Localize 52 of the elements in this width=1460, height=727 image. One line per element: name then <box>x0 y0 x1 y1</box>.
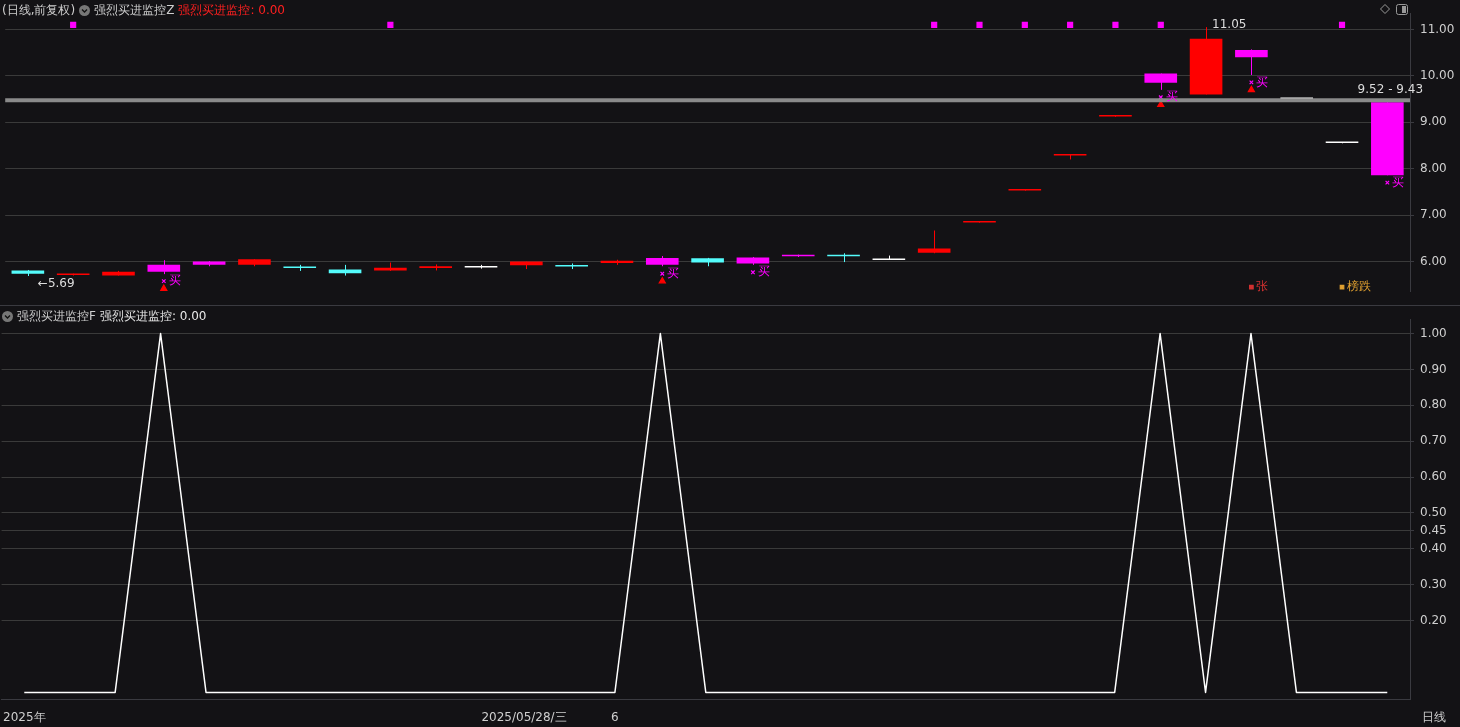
y-tick-label: 0.20 <box>1420 612 1447 627</box>
x-tick-label: 2025/05/28/三 <box>481 709 567 724</box>
point <box>1021 21 1028 28</box>
data-label: 买 <box>757 264 770 279</box>
y-tick-label: 0.70 <box>1420 433 1447 448</box>
candlestick <box>1235 48 1268 76</box>
x-tick-label: 6 <box>611 709 619 724</box>
y-tick-label: 10.00 <box>1420 68 1455 83</box>
data-label: 买 <box>1392 174 1405 189</box>
data-label: 买 <box>667 265 680 280</box>
text: 日线 <box>1422 709 1446 726</box>
y-tick-label: 0.90 <box>1420 361 1447 376</box>
band-label: 9.52 - 9.43 <box>1357 82 1424 97</box>
y-tick-label: 7.00 <box>1420 207 1447 222</box>
data-label: 买 <box>1165 89 1178 104</box>
point <box>1157 21 1164 28</box>
data-label: 张 <box>1256 279 1269 294</box>
annotation: ←5.69 <box>37 276 75 291</box>
chart-title: (日线,前复权) <box>2 2 76 19</box>
point <box>160 284 168 291</box>
data-label: 买 <box>1256 74 1269 89</box>
chart-title: 强烈买进监控F <box>17 308 96 325</box>
y-tick-label: 0.45 <box>1420 523 1447 538</box>
data-label: 榜跌 <box>1347 279 1372 294</box>
y-tick-label: 0.40 <box>1420 541 1447 555</box>
y-tick-label: 0.50 <box>1420 505 1447 520</box>
point <box>1067 21 1074 28</box>
annotation: 11.05 <box>1212 17 1247 32</box>
y-tick-label: 0.80 <box>1420 397 1447 412</box>
point <box>1247 85 1256 93</box>
point <box>1338 21 1346 28</box>
point <box>658 277 666 284</box>
point <box>387 21 394 28</box>
point <box>1339 284 1345 290</box>
point <box>1249 284 1254 290</box>
y-tick-label: 0.60 <box>1420 469 1447 484</box>
y-tick-label: 1.00 <box>1420 325 1447 340</box>
y-tick-label: 6.00 <box>1420 253 1447 268</box>
y-tick-label: 9.00 <box>1420 114 1447 129</box>
point <box>976 21 983 28</box>
point <box>931 21 938 28</box>
data-label: 买 <box>168 273 181 288</box>
point <box>70 21 77 28</box>
y-tick-label: 0.30 <box>1420 576 1447 591</box>
x-tick-label: 2025年 <box>3 709 46 724</box>
point <box>750 269 756 275</box>
annotation: 强烈买进监控: 0.00 <box>178 2 285 19</box>
chart-subtitle: 强烈买进监控Z <box>94 2 175 19</box>
point <box>1112 21 1119 28</box>
y-tick-label: 11.00 <box>1420 21 1455 36</box>
chart-subtitle: 强烈买进监控: 0.00 <box>99 308 207 325</box>
y-tick-label: 8.00 <box>1420 160 1447 175</box>
